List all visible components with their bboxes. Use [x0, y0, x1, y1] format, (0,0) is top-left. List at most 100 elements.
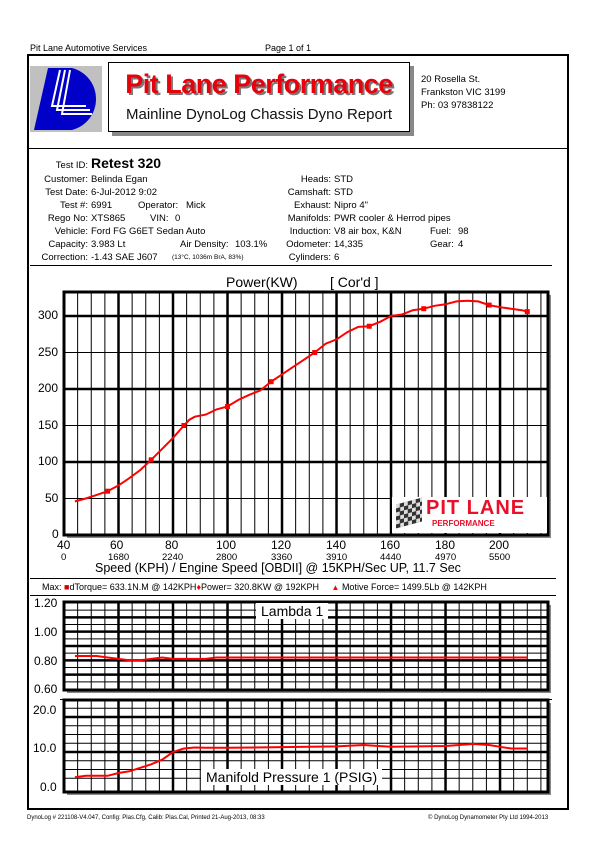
brand-title: Pit Lane Performance — [125, 69, 393, 99]
test-date-value: 6-Jul-2012 9:02 — [91, 187, 158, 198]
test-number-label: Test #: — [60, 200, 88, 211]
y-tick: 150 — [38, 418, 59, 432]
lambda-y-tick: 0.60 — [34, 682, 58, 696]
page-indicator: Page 1 of 1 — [265, 43, 312, 53]
capacity-label: Capacity: — [48, 239, 88, 250]
map-y-tick: 0.0 — [40, 780, 57, 794]
x-tick: 100 — [216, 538, 237, 552]
x-tick: 60 — [110, 538, 124, 552]
rpm-tick: 2240 — [162, 552, 184, 563]
rpm-tick: 4440 — [380, 552, 402, 563]
max-power: Power= 320.8KW @ 192KPH — [201, 582, 319, 592]
report-frame — [27, 54, 569, 810]
footer-right: © DynoLog Dynamometer Pty Ltd 1994-2013 — [428, 815, 549, 821]
report-title-box: Pit Lane Performance Mainline DynoLog Ch… — [108, 62, 410, 132]
x-axis-label: Speed (KPH) / Engine Speed [OBDII] @ 15K… — [95, 561, 461, 575]
address-line1: 20 Rosella St. — [421, 74, 481, 85]
test-id-label: Test ID: — [55, 160, 88, 171]
cylinders-label: Cylinders: — [288, 252, 331, 263]
rpm-tick: 4970 — [435, 552, 457, 563]
max-force: Motive Force= 1499.5Lb @ 142KPH — [341, 582, 487, 592]
watermark-title: PIT LANE — [426, 497, 526, 519]
rpm-tick: 0 — [61, 552, 67, 563]
manifolds-value: PWR cooler & Herrod pipes — [334, 213, 451, 224]
x-tick: 120 — [271, 538, 292, 552]
y-tick: 100 — [38, 454, 59, 468]
customer-value: Belinda Egan — [91, 174, 148, 185]
correction-label: Correction: — [41, 252, 88, 263]
address-line2: Frankston VIC 3199 — [421, 87, 506, 98]
customer-label: Customer: — [44, 174, 88, 185]
footer-left: DynoLog # 221108-V4.047, Config: Plas.Cf… — [27, 815, 265, 821]
correction-note: (13°C, 1036m BrA, 83%) — [172, 254, 244, 261]
lambda-y-tick: 1.20 — [34, 596, 58, 610]
max-torque: dTorque= 633.1N.M @ 142KPH — [69, 582, 197, 592]
force-triangle-icon: ▲ — [331, 583, 340, 592]
test-date-label: Test Date: — [45, 187, 88, 198]
divider — [27, 148, 567, 149]
power-chart-title: Power(KW) — [226, 274, 298, 290]
heads-value: STD — [334, 174, 353, 185]
map-y-tick: 10.0 — [33, 741, 57, 755]
gear-value: 4 — [458, 239, 464, 250]
air-density-label: Air Density: — [180, 239, 229, 250]
exhaust-value: Nipro 4" — [334, 200, 368, 211]
vehicle-value: Ford FG G6ET Sedan Auto — [91, 226, 206, 237]
rpm-tick: 3360 — [271, 552, 293, 563]
induction-value: V8 air box, K&N — [334, 226, 402, 237]
logo-icon — [34, 68, 97, 130]
brand-subtitle: Mainline DynoLog Chassis Dyno Report — [126, 106, 392, 123]
divider — [30, 578, 556, 579]
rego-label: Rego No: — [47, 213, 88, 224]
manifolds-label: Manifolds: — [287, 213, 331, 224]
divider — [60, 699, 552, 700]
map-y-tick: 20.0 — [33, 703, 57, 717]
lambda-chart-title: Lambda 1 — [256, 603, 329, 619]
pit-lane-watermark: PIT LANE PERFORMANCE — [392, 497, 547, 533]
test-number-value: 6991 — [91, 200, 113, 211]
y-tick: 0 — [52, 527, 59, 541]
camshaft-value: STD — [334, 187, 353, 198]
watermark-subtitle: PERFORMANCE — [432, 519, 495, 528]
x-tick: 180 — [435, 538, 456, 552]
x-tick: 40 — [57, 538, 71, 552]
rpm-tick: 3910 — [326, 552, 348, 563]
odometer-value: 14,335 — [334, 239, 364, 250]
exhaust-label: Exhaust: — [294, 200, 331, 211]
y-tick: 300 — [38, 308, 59, 322]
y-tick: 250 — [38, 345, 59, 359]
dynolog-logo — [30, 66, 102, 132]
x-tick: 160 — [380, 538, 401, 552]
rpm-tick: 5500 — [489, 552, 511, 563]
max-prefix: Max: — [42, 582, 62, 592]
company-name: Pit Lane Automotive Services — [30, 43, 148, 53]
heads-label: Heads: — [300, 174, 331, 185]
divider — [30, 595, 556, 596]
vin-value: 0 — [175, 213, 181, 224]
rego-value: XTS865 — [91, 213, 126, 224]
checkered-flag-icon — [396, 497, 422, 529]
divider — [30, 265, 552, 266]
torque-square-icon: ■ — [64, 582, 70, 592]
x-tick: 140 — [326, 538, 347, 552]
lambda-y-tick: 0.80 — [34, 654, 58, 668]
fuel-value: 98 — [458, 226, 469, 237]
power-chart-corrected: [ Cor'd ] — [330, 274, 379, 290]
camshaft-label: Camshaft: — [287, 187, 331, 198]
correction-value: -1.43 SAE J607 — [91, 252, 158, 263]
odometer-label: Odometer: — [286, 239, 331, 250]
lambda-y-tick: 1.00 — [34, 625, 58, 639]
max-summary: Max: ■dTorque= 633.1N.M @ 142KPH♦Power= … — [42, 582, 487, 592]
y-tick: 50 — [45, 491, 59, 505]
gear-label: Gear: — [430, 239, 454, 250]
cylinders-value: 6 — [334, 252, 340, 263]
fuel-label: Fuel: — [430, 226, 452, 237]
map-chart-title: Manifold Pressure 1 (PSIG) — [201, 769, 383, 785]
rpm-tick: 1680 — [108, 552, 130, 563]
operator-value: Mick — [186, 200, 206, 211]
induction-label: Induction: — [289, 226, 331, 237]
x-tick: 200 — [489, 538, 510, 552]
operator-label: Operator: — [138, 200, 179, 211]
capacity-value: 3.983 Lt — [91, 239, 126, 250]
